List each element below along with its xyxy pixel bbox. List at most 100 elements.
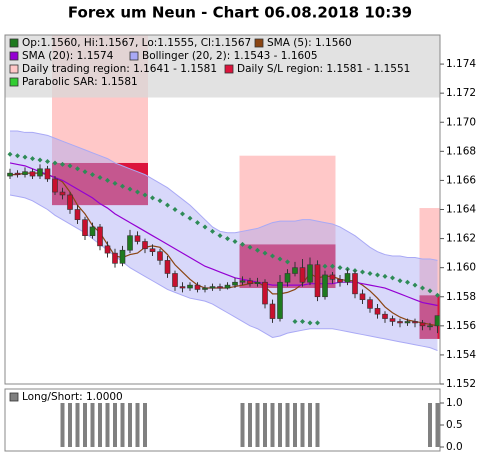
- bar: [278, 403, 282, 447]
- bar: [135, 403, 140, 447]
- bar: [98, 403, 102, 447]
- sar-point: [150, 195, 155, 201]
- bar: [428, 403, 432, 447]
- bar: [68, 403, 72, 447]
- chart-title: Forex um Neun - Chart 06.08.2018 10:39: [68, 4, 412, 22]
- legend-swatch: [254, 38, 264, 48]
- sar-point: [60, 161, 65, 167]
- bar: [60, 403, 65, 447]
- sar-point: [127, 186, 133, 192]
- candle-body: [157, 251, 163, 261]
- legend-swatch: [9, 392, 19, 402]
- candle-body: [314, 264, 321, 298]
- sar-point: [30, 156, 35, 162]
- candle-body: [104, 245, 111, 254]
- candle-body: [142, 241, 148, 250]
- sar-point: [315, 320, 320, 326]
- y-tick-label: 1.174: [446, 58, 476, 70]
- candle-body: [59, 191, 66, 196]
- sar-point: [120, 183, 125, 189]
- sar-point: [240, 241, 245, 247]
- candle-body: [382, 313, 388, 319]
- region: [239, 155, 336, 245]
- candle-body: [269, 303, 276, 319]
- y-tick-label: 0.0: [446, 441, 463, 453]
- legend-swatch: [9, 38, 19, 48]
- candle-body: [292, 267, 298, 274]
- y-tick-label: 1.166: [446, 174, 476, 186]
- sar-point: [300, 318, 305, 324]
- candle-body: [209, 286, 216, 289]
- bar: [435, 403, 440, 447]
- sar-point: [37, 157, 43, 163]
- sar-point: [180, 211, 185, 217]
- y-tick-label: 1.154: [446, 349, 476, 361]
- candle-body: [97, 226, 103, 247]
- bar: [315, 403, 320, 447]
- sar-point: [322, 263, 328, 269]
- candle-body: [232, 281, 238, 286]
- candle-body: [14, 172, 21, 175]
- sar-point: [112, 180, 118, 186]
- legend-swatch: [9, 64, 19, 74]
- legend-swatch: [9, 51, 19, 61]
- bar: [293, 403, 297, 447]
- y-tick-label: 1.156: [446, 320, 476, 332]
- bollinger-band: [10, 130, 438, 351]
- legend-swatch: [9, 77, 19, 87]
- sar-point: [90, 172, 95, 178]
- sar-point: [427, 288, 433, 294]
- candle-body: [112, 252, 118, 264]
- sar-point: [157, 198, 163, 204]
- bar: [128, 403, 132, 447]
- sar-point: [210, 228, 215, 234]
- sar-point: [270, 253, 275, 259]
- candle-body: [7, 172, 13, 177]
- legend-label: Op:1.1560, Hi:1.1567, Lo:1.1555, Cl:1.15…: [22, 37, 251, 49]
- candle-body: [404, 321, 411, 324]
- sar-point: [292, 318, 298, 324]
- y-tick-label: 0.5: [446, 419, 463, 431]
- sar-point: [217, 233, 223, 239]
- subplot-frame: [4, 388, 441, 452]
- bar: [255, 403, 260, 447]
- bar: [120, 403, 125, 447]
- y-tick-label: 1.152: [446, 378, 476, 390]
- sar-point: [45, 159, 50, 165]
- candle-body: [299, 267, 306, 283]
- sar-point: [367, 270, 373, 276]
- bar: [248, 403, 252, 447]
- candle-body: [337, 278, 343, 283]
- candle-body: [352, 273, 358, 295]
- candle-body: [89, 226, 96, 236]
- sar-point: [277, 256, 283, 262]
- candle-body: [172, 273, 178, 287]
- bar: [143, 403, 147, 447]
- candle-body: [427, 325, 433, 328]
- sar-point: [52, 160, 58, 166]
- y-tick-label: 1.170: [446, 116, 476, 128]
- y-tick-label: 1.168: [446, 145, 476, 157]
- sar-point: [330, 263, 335, 269]
- sar-point: [165, 202, 170, 208]
- legend-label: Daily trading region: 1.1641 - 1.1581: [22, 63, 217, 75]
- candle-body: [277, 281, 283, 319]
- sar-point: [67, 163, 73, 169]
- sar-point: [337, 265, 343, 271]
- candle-body: [44, 168, 51, 180]
- sar-point: [247, 244, 253, 250]
- sar-point: [262, 250, 268, 256]
- candle-body: [344, 273, 351, 283]
- sar-point: [405, 279, 410, 285]
- candle-body: [254, 281, 261, 284]
- y-tick-label: 1.164: [446, 204, 476, 216]
- y-tick-label: 1.162: [446, 233, 476, 245]
- candle-body: [434, 315, 440, 327]
- sar-point: [15, 153, 20, 159]
- legend-swatch: [129, 51, 139, 61]
- bar: [300, 403, 305, 447]
- candle-body: [22, 171, 28, 175]
- candle-body: [187, 284, 193, 289]
- bollinger-upper: [10, 130, 438, 261]
- y-tick-label: 1.0: [446, 397, 463, 409]
